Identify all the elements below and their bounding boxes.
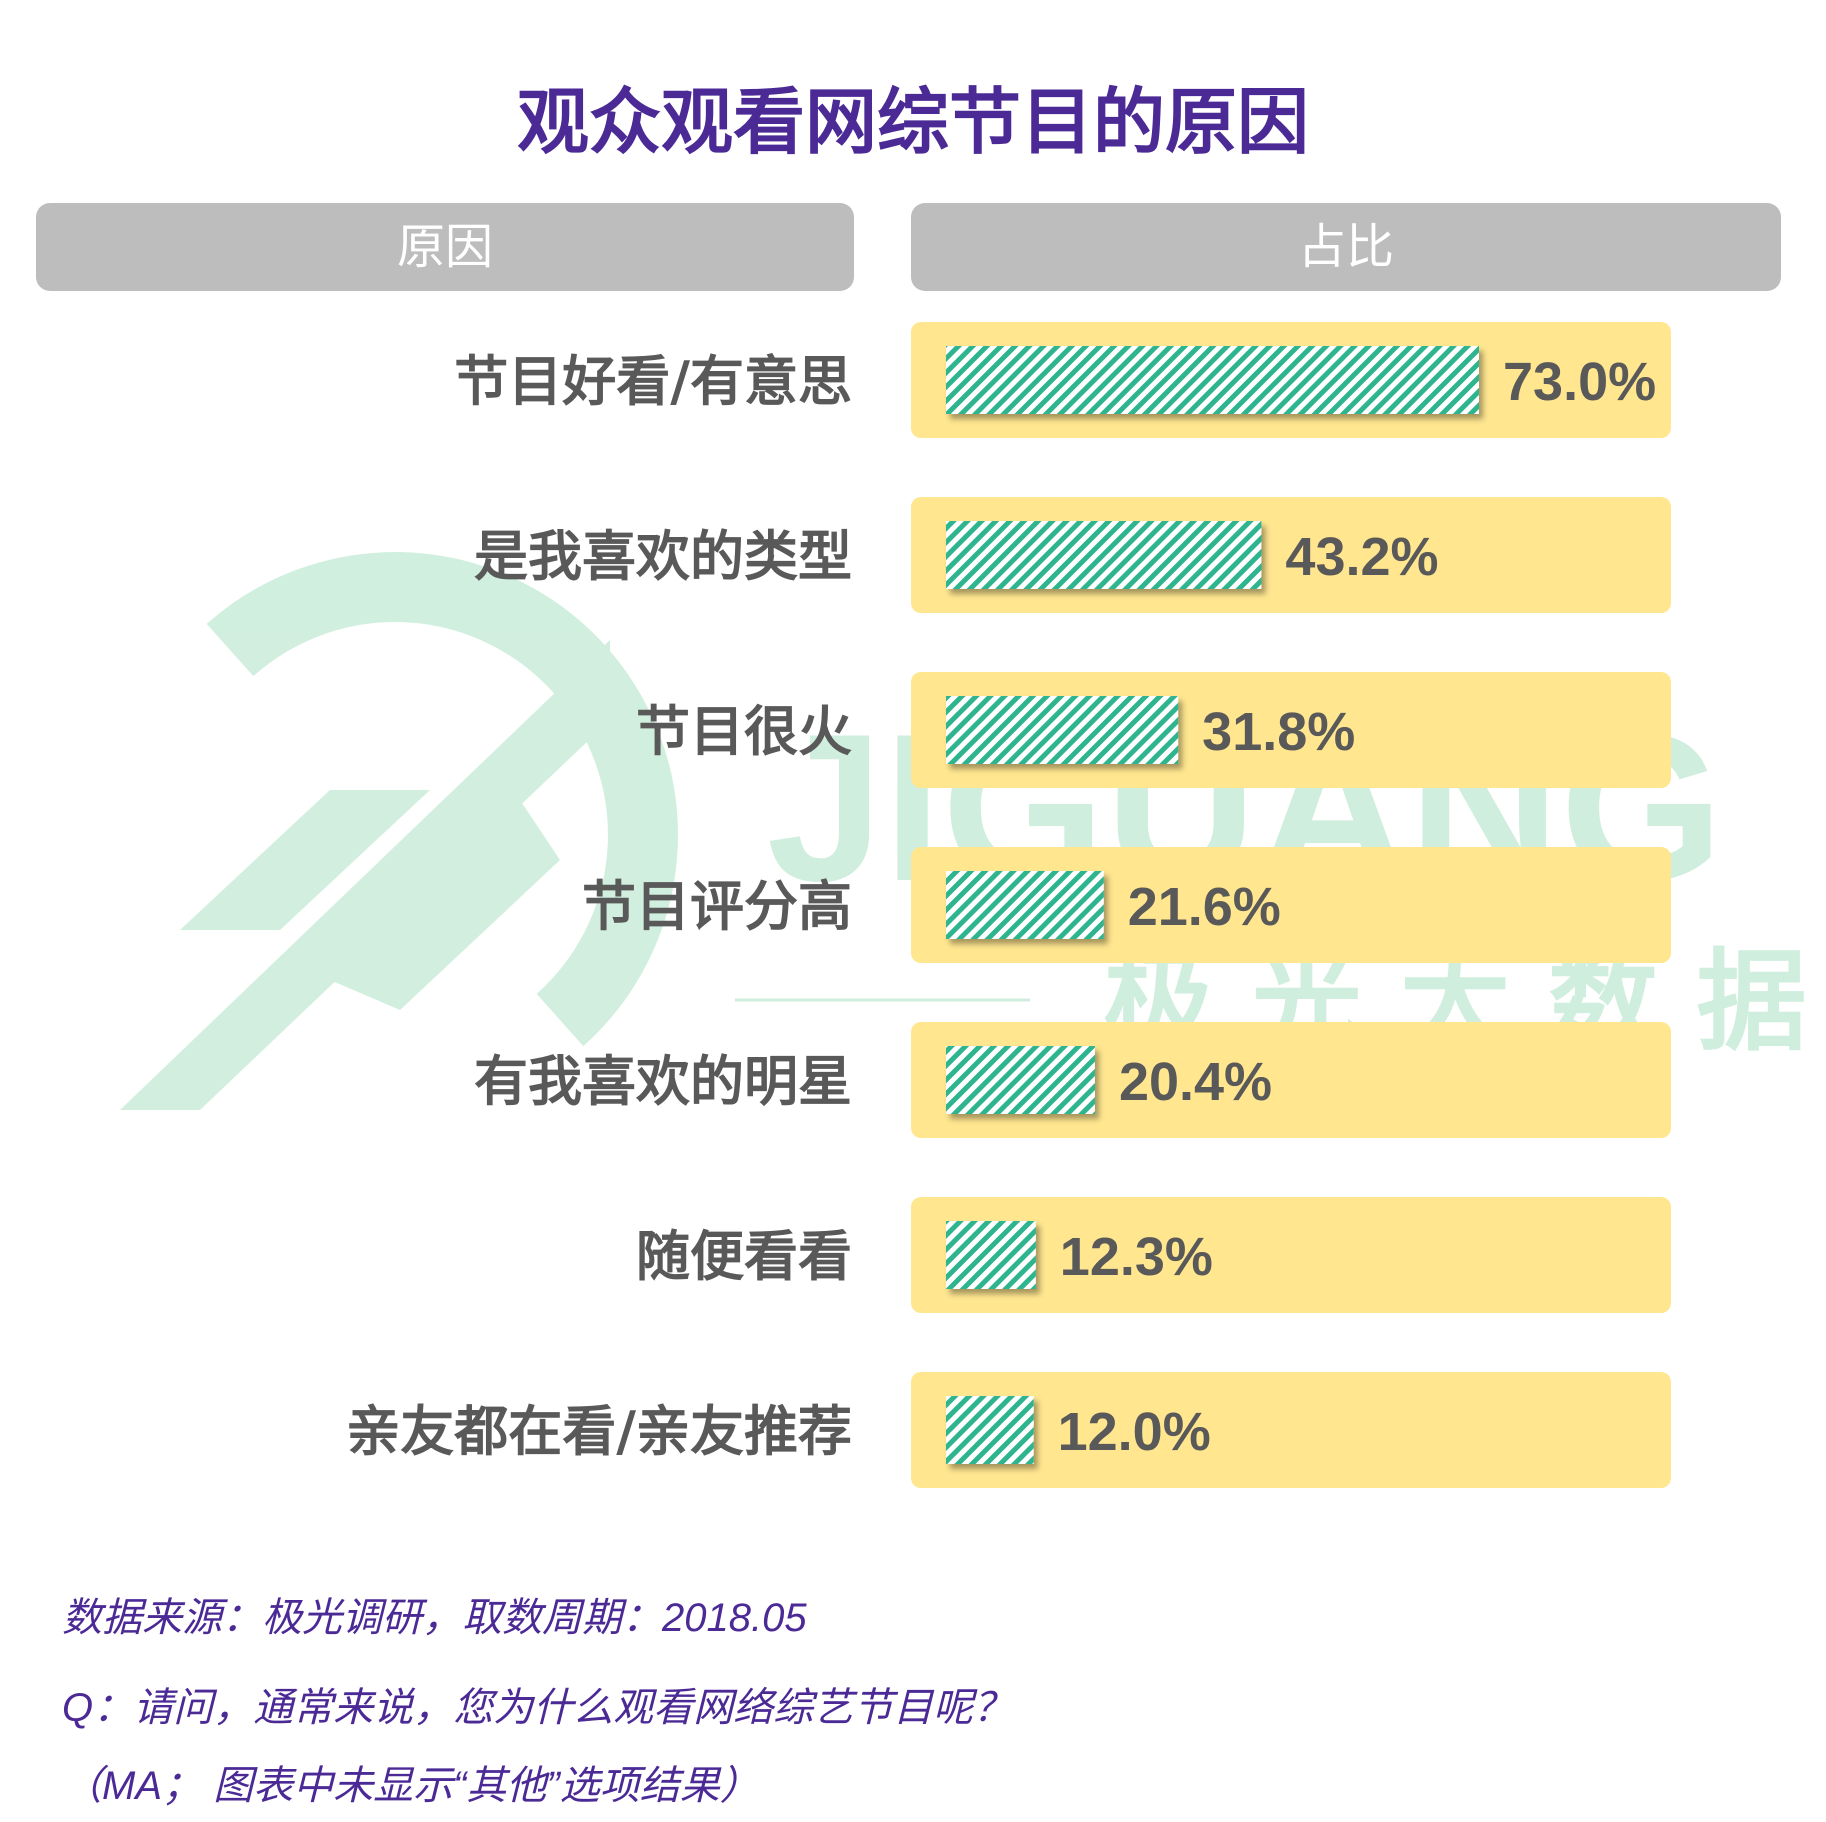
bar [946,346,1479,414]
survey-question: Q：请问，通常来说，您为什么观看网络综艺节目呢？ [62,1686,1014,1730]
bar [946,521,1262,589]
data-label: 31.8% [1202,702,1355,762]
category-label: 是我喜欢的类型 [474,525,852,588]
category-label: 节目评分高 [582,875,852,938]
survey-note: （MA； 图表中未显示“其他”选项结果） [62,1764,760,1808]
bar [946,1396,1034,1464]
data-label: 12.0% [1058,1402,1211,1462]
bar-track [911,1372,1671,1488]
category-label: 有我喜欢的明星 [474,1050,852,1113]
chart-title: 观众观看网综节目的原因 [516,80,1309,164]
data-label: 73.0% [1503,352,1656,412]
bar-track [911,1022,1671,1138]
column-header-reason: 原因 [36,203,854,291]
bar-track [911,1197,1671,1313]
bar [946,1221,1036,1289]
data-label: 12.3% [1060,1227,1213,1287]
bar [946,871,1104,939]
jiguang-logo-icon [120,552,678,1110]
data-label: 43.2% [1285,527,1438,587]
category-label: 随便看看 [636,1225,852,1288]
category-label: 亲友都在看/亲友推荐 [346,1400,852,1463]
data-label: 21.6% [1128,877,1281,937]
category-label: 节目很火 [636,700,852,763]
data-label: 20.4% [1119,1052,1272,1112]
bar [946,696,1179,764]
source-note: 数据来源：极光调研，取数周期：2018.05 [62,1596,807,1640]
column-header-share: 占比 [911,203,1781,291]
category-label: 节目好看/有意思 [454,350,852,413]
bar [946,1046,1095,1114]
